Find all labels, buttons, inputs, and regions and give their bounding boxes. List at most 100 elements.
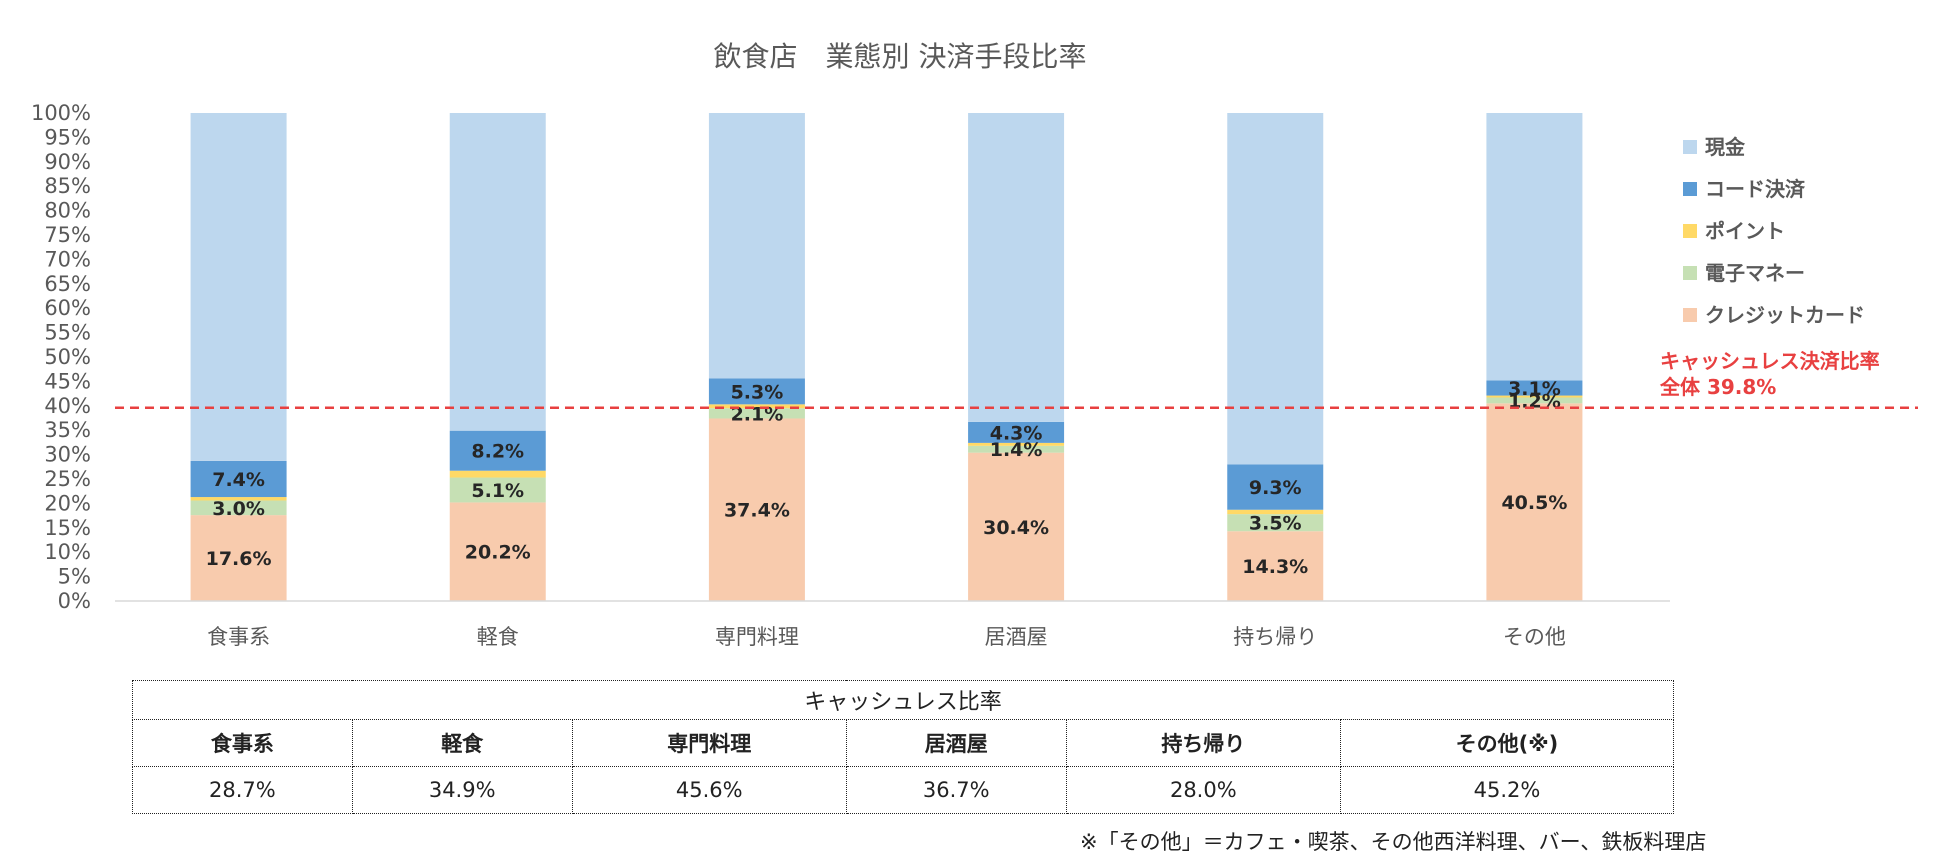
y-tick-label: 65%: [44, 272, 91, 296]
y-tick-label: 70%: [44, 247, 91, 271]
bar-segment: [708, 113, 805, 379]
y-tick-label: 50%: [44, 345, 91, 369]
y-tick-label: 10%: [44, 540, 91, 564]
y-axis: 0%5%10%15%20%25%30%35%40%45%50%55%60%65%…: [31, 101, 91, 613]
y-tick-label: 95%: [44, 125, 91, 149]
cashless-ratio-table: キャッシュレス比率 食事系 軽食 専門料理 居酒屋 持ち帰り その他(※) 28…: [132, 680, 1675, 814]
x-tick-label: その他: [1503, 625, 1566, 649]
y-tick-label: 85%: [44, 174, 91, 198]
y-tick-label: 25%: [44, 467, 91, 491]
table-header-cell: 専門料理: [571, 719, 847, 767]
bar-segment: [1227, 531, 1324, 601]
reference-label: 全体 39.8%: [1659, 375, 1776, 399]
bar-segment: [449, 477, 546, 503]
bar-segment: [449, 113, 546, 431]
data-label: 7.4%: [212, 469, 265, 491]
data-label: 5.3%: [731, 381, 784, 403]
y-tick-label: 45%: [44, 369, 91, 393]
data-label: 1.4%: [990, 439, 1043, 461]
y-tick-label: 35%: [44, 418, 91, 442]
x-axis: 食事系 軽食 専門料理 居酒屋 持ち帰り その他: [115, 600, 1670, 649]
bar-segment: [190, 500, 287, 516]
table-value-cell: 36.7%: [845, 766, 1067, 814]
legend-swatch: [1683, 140, 1697, 154]
table-value-row: 28.7% 34.9% 45.6% 36.7% 28.0% 45.2%: [132, 766, 1675, 814]
data-label: 3.0%: [212, 498, 265, 520]
bar-segment: [1486, 113, 1583, 381]
bar-segment: [708, 408, 805, 419]
bar-segment: [708, 378, 805, 405]
bar-segment: [1227, 509, 1324, 515]
y-tick-label: 5%: [58, 565, 91, 589]
data-label: 14.3%: [1242, 556, 1308, 578]
table-value-cell: 34.9%: [351, 766, 573, 814]
table-value-cell: 28.7%: [132, 766, 353, 814]
bar-segment: [968, 421, 1065, 443]
legend-swatch: [1683, 224, 1697, 238]
table-header-row: 食事系 軽食 専門料理 居酒屋 持ち帰り その他(※): [132, 719, 1675, 767]
data-label: 37.4%: [724, 500, 790, 522]
x-tick-label: 軽食: [477, 625, 519, 649]
legend-swatch: [1683, 266, 1697, 280]
bar-segment: [968, 113, 1065, 422]
data-label: 20.2%: [465, 542, 531, 564]
table-header-cell: 食事系: [132, 719, 353, 767]
bar-segment: [190, 515, 287, 601]
bar-segment: [1486, 403, 1583, 601]
bar-segment: [708, 418, 805, 601]
bar-segment: [1227, 464, 1324, 510]
table-value-cell: 45.6%: [571, 766, 847, 814]
bar-segment: [1227, 113, 1324, 465]
y-tick-label: 40%: [44, 394, 91, 418]
y-tick-label: 20%: [44, 491, 91, 515]
table-title: キャッシュレス比率: [132, 680, 1674, 720]
x-tick-label: 食事系: [207, 625, 270, 649]
chart-title: 飲食店 業態別 決済手段比率: [714, 40, 1087, 73]
data-label: 8.2%: [471, 441, 524, 463]
bar-segment: [449, 430, 546, 471]
data-label: 5.1%: [471, 480, 524, 502]
table-header-cell: 持ち帰り: [1065, 719, 1341, 767]
bar-segment: [190, 113, 287, 461]
data-label: 3.1%: [1508, 378, 1561, 400]
table-header-cell: その他(※): [1339, 719, 1675, 767]
data-label: 4.3%: [990, 422, 1043, 444]
bar-segment: [190, 460, 287, 498]
y-tick-label: 100%: [31, 101, 91, 125]
bar-segment: [190, 497, 287, 501]
y-tick-label: 0%: [58, 589, 91, 613]
legend-swatch: [1683, 182, 1697, 196]
reference-label: キャッシュレス決済比率: [1660, 349, 1880, 373]
y-tick-label: 15%: [44, 516, 91, 540]
data-label: 3.5%: [1249, 513, 1302, 535]
footnote: ※「その他」＝カフェ・喫茶、その他西洋料理、バー、鉄板料理店: [1080, 830, 1707, 854]
y-tick-label: 80%: [44, 199, 91, 223]
legend-label: クレジットカード: [1705, 303, 1865, 327]
legend-label: ポイント: [1705, 219, 1785, 243]
y-tick-label: 60%: [44, 296, 91, 320]
bar-segment: [968, 445, 1065, 453]
bar-segment: [1486, 395, 1583, 398]
data-label: 17.6%: [206, 548, 272, 570]
bar-segment: [968, 442, 1065, 446]
y-tick-label: 55%: [44, 321, 91, 345]
table-value-cell: 45.2%: [1339, 766, 1675, 814]
data-label: 30.4%: [983, 517, 1049, 539]
y-tick-label: 75%: [44, 223, 91, 247]
bar-segment: [449, 502, 546, 601]
bar-segment: [1227, 514, 1324, 532]
data-label: 9.3%: [1249, 477, 1302, 499]
bar-segment: [968, 452, 1065, 601]
legend-label: 現金: [1705, 135, 1746, 159]
x-tick-label: 専門料理: [715, 625, 799, 649]
bar-segment: [1486, 380, 1583, 396]
table-header-cell: 軽食: [351, 719, 573, 767]
y-tick-label: 90%: [44, 150, 91, 174]
table-value-cell: 28.0%: [1065, 766, 1341, 814]
x-tick-label: 居酒屋: [985, 625, 1048, 649]
legend-swatch: [1683, 308, 1697, 322]
y-tick-label: 30%: [44, 443, 91, 467]
stacked-bar-chart: 飲食店 業態別 決済手段比率 0%5%10%15%20%25%30%35%40%…: [31, 40, 1918, 649]
